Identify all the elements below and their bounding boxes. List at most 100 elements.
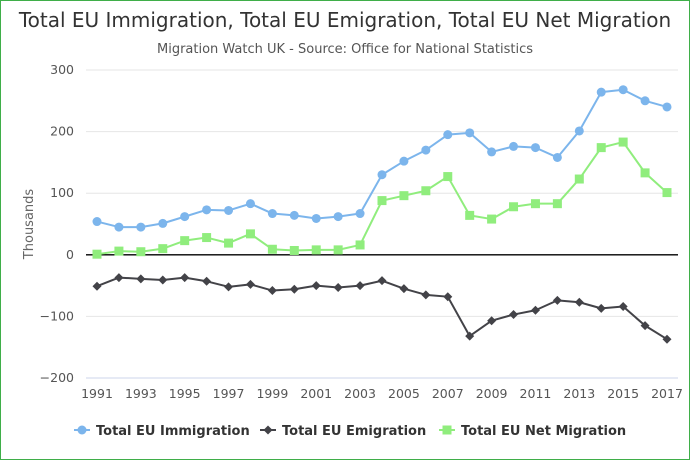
- data-point[interactable]: [333, 245, 343, 255]
- data-point[interactable]: [158, 218, 168, 228]
- data-point[interactable]: [552, 295, 562, 305]
- data-point[interactable]: [552, 199, 562, 209]
- data-point[interactable]: [618, 302, 628, 312]
- data-point[interactable]: [114, 222, 124, 232]
- data-point[interactable]: [399, 191, 409, 201]
- data-point[interactable]: [267, 244, 277, 254]
- chart-subtitle: Migration Watch UK - Source: Office for …: [157, 42, 533, 57]
- x-tick-label: 2007: [432, 386, 464, 401]
- data-point[interactable]: [465, 331, 475, 341]
- data-point[interactable]: [487, 214, 497, 224]
- data-point[interactable]: [180, 273, 190, 283]
- data-point[interactable]: [267, 286, 277, 296]
- data-point[interactable]: [267, 209, 277, 219]
- data-point[interactable]: [311, 281, 321, 291]
- x-tick-label: 1991: [81, 386, 113, 401]
- data-point[interactable]: [377, 276, 387, 286]
- data-point[interactable]: [509, 141, 519, 151]
- data-point[interactable]: [289, 210, 299, 220]
- legend-marker[interactable]: [77, 425, 87, 435]
- data-point[interactable]: [443, 292, 453, 302]
- data-point[interactable]: [421, 145, 431, 155]
- legend-item[interactable]: Total EU Immigration: [74, 424, 250, 439]
- data-point[interactable]: [355, 209, 365, 219]
- data-point[interactable]: [114, 273, 124, 283]
- data-point[interactable]: [640, 321, 650, 331]
- data-point[interactable]: [443, 172, 453, 182]
- data-point[interactable]: [509, 310, 519, 320]
- legend[interactable]: Total EU Immigration Total EU Emigration T…: [74, 424, 626, 439]
- data-point[interactable]: [180, 212, 190, 222]
- data-point[interactable]: [465, 128, 475, 138]
- data-point[interactable]: [421, 186, 431, 196]
- data-point[interactable]: [377, 170, 387, 180]
- data-point[interactable]: [355, 281, 365, 291]
- x-tick-label: 2013: [563, 386, 595, 401]
- legend-label: Total EU Emigration: [282, 424, 426, 439]
- data-point[interactable]: [202, 276, 212, 286]
- data-point[interactable]: [136, 222, 146, 232]
- data-point[interactable]: [136, 247, 146, 257]
- data-point[interactable]: [399, 284, 409, 294]
- data-point[interactable]: [202, 233, 212, 243]
- data-point[interactable]: [136, 274, 146, 284]
- data-point[interactable]: [509, 202, 519, 212]
- data-point[interactable]: [618, 85, 628, 95]
- data-point[interactable]: [465, 210, 475, 220]
- y-tick-label: 300: [50, 62, 74, 77]
- data-point[interactable]: [596, 143, 606, 153]
- data-point[interactable]: [158, 244, 168, 254]
- data-point[interactable]: [552, 152, 562, 162]
- data-point[interactable]: [596, 303, 606, 313]
- data-point[interactable]: [202, 205, 212, 215]
- data-point[interactable]: [487, 147, 497, 157]
- data-point[interactable]: [180, 236, 190, 246]
- data-point[interactable]: [245, 279, 255, 289]
- data-point[interactable]: [530, 305, 540, 315]
- data-point[interactable]: [640, 168, 650, 178]
- data-point[interactable]: [618, 137, 628, 147]
- data-point[interactable]: [92, 217, 102, 227]
- data-point[interactable]: [399, 156, 409, 166]
- x-tick-label: 1993: [125, 386, 157, 401]
- data-point[interactable]: [640, 96, 650, 106]
- legend-marker[interactable]: [263, 425, 273, 435]
- data-point[interactable]: [421, 290, 431, 300]
- data-point[interactable]: [311, 245, 321, 255]
- data-point[interactable]: [662, 334, 672, 344]
- data-point[interactable]: [92, 281, 102, 291]
- data-point[interactable]: [596, 87, 606, 97]
- data-point[interactable]: [224, 238, 234, 248]
- series-0: [92, 85, 672, 232]
- data-point[interactable]: [114, 246, 124, 256]
- series-line: [96, 276, 668, 341]
- data-point[interactable]: [355, 240, 365, 250]
- data-point[interactable]: [333, 282, 343, 292]
- data-point[interactable]: [289, 245, 299, 255]
- data-point[interactable]: [245, 229, 255, 239]
- data-point[interactable]: [92, 249, 102, 259]
- data-point[interactable]: [574, 174, 584, 184]
- data-point[interactable]: [224, 282, 234, 292]
- data-point[interactable]: [333, 212, 343, 222]
- data-point[interactable]: [487, 316, 497, 326]
- data-point[interactable]: [662, 102, 672, 112]
- data-point[interactable]: [158, 275, 168, 285]
- data-point[interactable]: [662, 188, 672, 198]
- data-point[interactable]: [245, 199, 255, 209]
- data-point[interactable]: [224, 205, 234, 215]
- legend-item[interactable]: Total EU Net Migration: [439, 424, 626, 439]
- data-point[interactable]: [443, 130, 453, 140]
- data-point[interactable]: [311, 213, 321, 223]
- data-point[interactable]: [574, 297, 584, 307]
- data-point[interactable]: [377, 196, 387, 206]
- data-point[interactable]: [574, 126, 584, 136]
- y-tick-label: 0: [66, 247, 74, 262]
- data-point[interactable]: [530, 199, 540, 209]
- series-2: [92, 137, 672, 259]
- data-point[interactable]: [289, 284, 299, 294]
- data-point[interactable]: [530, 143, 540, 153]
- x-axis: 1991 1993 1995 1997 1999 2001 2003 2005 2007 2009…: [81, 377, 683, 401]
- legend-item[interactable]: Total EU Emigration: [260, 424, 426, 439]
- legend-marker[interactable]: [442, 425, 452, 435]
